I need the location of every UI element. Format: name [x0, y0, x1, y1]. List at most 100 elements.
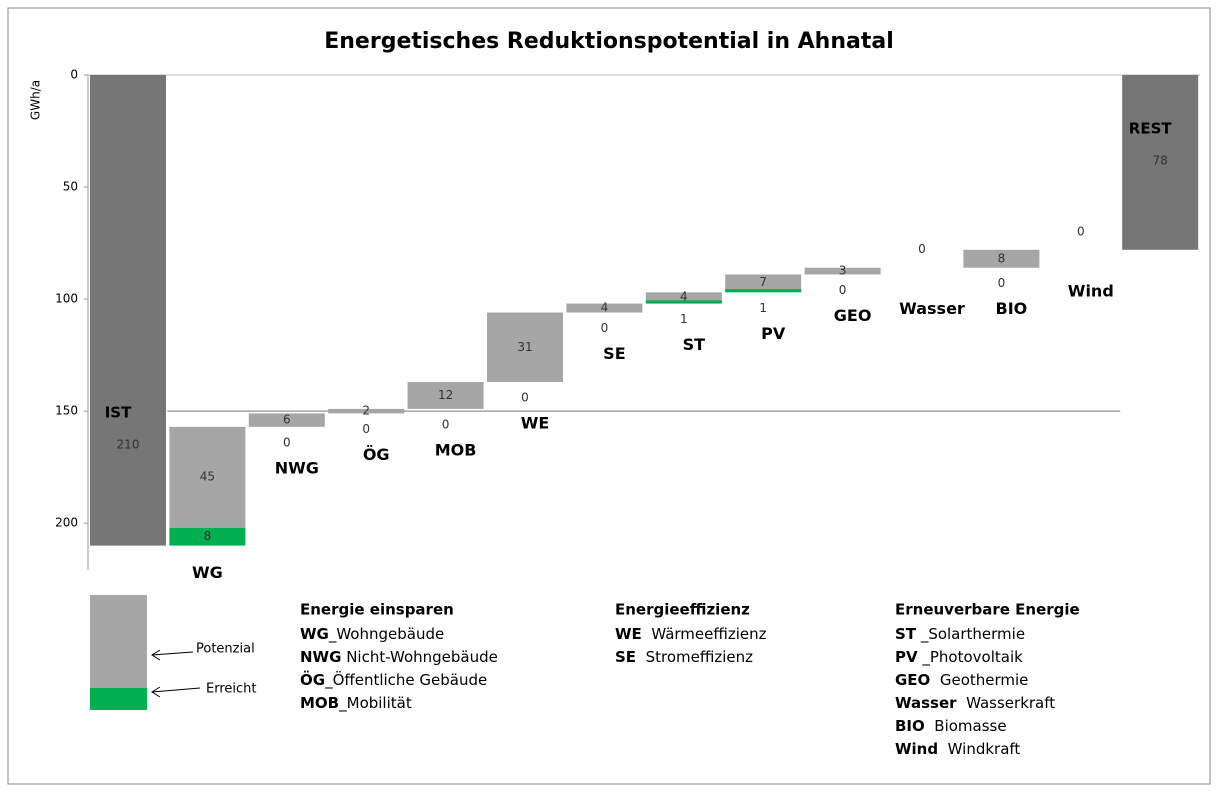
glossary-item: WG_Wohngebäude: [300, 625, 444, 644]
value-label: 6: [283, 413, 291, 427]
value-label: 0: [1077, 224, 1085, 238]
value-label: 0: [283, 435, 291, 449]
glossary-abbr: ST: [895, 625, 917, 643]
glossary-text: _Mobilität: [338, 694, 412, 713]
category-label: WE: [521, 414, 550, 433]
glossary-abbr: MOB: [300, 694, 339, 712]
category-label: Wasser: [899, 299, 965, 318]
potential-bar: [487, 312, 563, 383]
category-label: NWG: [275, 458, 319, 477]
value-label: 78: [1153, 154, 1168, 168]
glossary-abbr: BIO: [895, 717, 925, 735]
glossary-text: Nicht-Wohngebäude: [341, 648, 497, 666]
potential-bar: [407, 382, 484, 409]
glossary-abbr: SE: [615, 648, 636, 666]
glossary-text: Geothermie: [930, 671, 1028, 689]
value-label: 8: [998, 251, 1006, 265]
glossary-text: _Wohngebäude: [328, 625, 444, 644]
category-label: WG: [192, 563, 223, 582]
glossary-abbr: GEO: [895, 671, 930, 689]
value-label: 45: [200, 470, 215, 484]
value-label: 31: [517, 340, 532, 354]
potential-bar: [963, 249, 1040, 268]
glossary-item: SE Stromeffizienz: [615, 648, 753, 666]
category-label: REST: [1129, 120, 1173, 138]
value-label: 1: [680, 312, 688, 326]
glossary-title: Energieeffizienz: [615, 601, 750, 619]
legend-label: Erreicht: [206, 682, 256, 697]
category-label: SE: [603, 344, 625, 363]
y-axis-label: GWh/a: [29, 80, 43, 120]
y-tick-label: 150: [55, 404, 78, 418]
glossary-abbr: Wind: [895, 740, 938, 758]
value-label: 0: [362, 422, 370, 436]
glossary-item: BIO Biomasse: [895, 717, 1007, 735]
glossary-abbr: ÖG: [300, 670, 325, 689]
glossary-abbr: PV: [895, 648, 918, 666]
potential-bar: [328, 408, 405, 414]
value-label: 3: [839, 264, 847, 278]
glossary-item: GEO Geothermie: [895, 671, 1028, 689]
glossary-text: Wärmeeffizienz: [642, 625, 767, 643]
value-label: 0: [918, 242, 926, 256]
glossary-title: Erneuverbare Energie: [895, 601, 1080, 619]
value-label: 1: [759, 301, 767, 315]
glossary-text: _Photovoltaik: [918, 648, 1024, 667]
chart-title: Energetisches Reduktionspotential in Ahn…: [324, 29, 894, 54]
legend-swatch: [90, 688, 147, 710]
glossary-item: PV _Photovoltaik: [895, 648, 1023, 667]
glossary-text: Windkraft: [938, 740, 1020, 758]
arrow: [151, 686, 201, 698]
value-label: 4: [601, 301, 609, 315]
value-label: 0: [601, 321, 609, 335]
potential-bar: [566, 303, 643, 313]
glossary-item: Wind Windkraft: [895, 740, 1020, 758]
category-label: MOB: [435, 440, 477, 459]
glossary-abbr: Wasser: [895, 694, 957, 712]
category-label: Wind: [1068, 281, 1114, 300]
value-label: 0: [521, 391, 529, 405]
arrow: [151, 649, 194, 661]
glossary-abbr: WE: [615, 625, 642, 643]
glossary-title: Energie einsparen: [300, 601, 454, 619]
glossary-item: ST _Solarthermie: [895, 625, 1025, 644]
glossary-abbr: NWG: [300, 648, 341, 666]
value-label: 8: [204, 529, 212, 543]
potential-bar: [804, 267, 881, 275]
potential-bar: [169, 426, 246, 528]
total-bar: [1122, 75, 1199, 250]
legend-label: Potenzial: [196, 642, 255, 657]
value-label: 0: [839, 283, 847, 297]
legend-swatch: [90, 595, 147, 688]
glossary-item: NWG Nicht-Wohngebäude: [300, 648, 498, 666]
value-label: 0: [998, 276, 1006, 290]
glossary-item: MOB_Mobilität: [300, 694, 412, 713]
achieved-bar: [645, 301, 722, 304]
y-tick-label: 200: [55, 516, 78, 530]
potential-bar: [725, 274, 802, 291]
glossary-text: _Öffentliche Gebäude: [324, 670, 487, 690]
glossary-abbr: WG: [300, 625, 329, 643]
value-label: 12: [438, 388, 453, 402]
category-label: BIO: [996, 299, 1028, 318]
glossary-item: ÖG_Öffentliche Gebäude: [300, 670, 487, 690]
category-label: ST: [683, 335, 706, 354]
y-tick-label: 50: [63, 180, 78, 194]
category-label: GEO: [834, 306, 872, 325]
frame: [7, 7, 1211, 785]
category-label: PV: [761, 324, 786, 343]
glossary-text: Wasserkraft: [957, 694, 1056, 712]
glossary-item: WE Wärmeeffizienz: [615, 625, 767, 643]
category-label: ÖG: [363, 445, 390, 464]
glossary-text: Biomasse: [925, 717, 1007, 735]
achieved-bar: [169, 527, 246, 546]
glossary-item: Wasser Wasserkraft: [895, 694, 1055, 712]
potential-bar: [645, 292, 722, 302]
value-label: 2: [362, 404, 370, 418]
achieved-bar: [725, 290, 802, 293]
y-tick-label: 0: [70, 68, 78, 82]
glossary-text: _Solarthermie: [916, 625, 1025, 644]
value-label: 7: [759, 275, 767, 289]
category-label: IST: [105, 403, 132, 421]
